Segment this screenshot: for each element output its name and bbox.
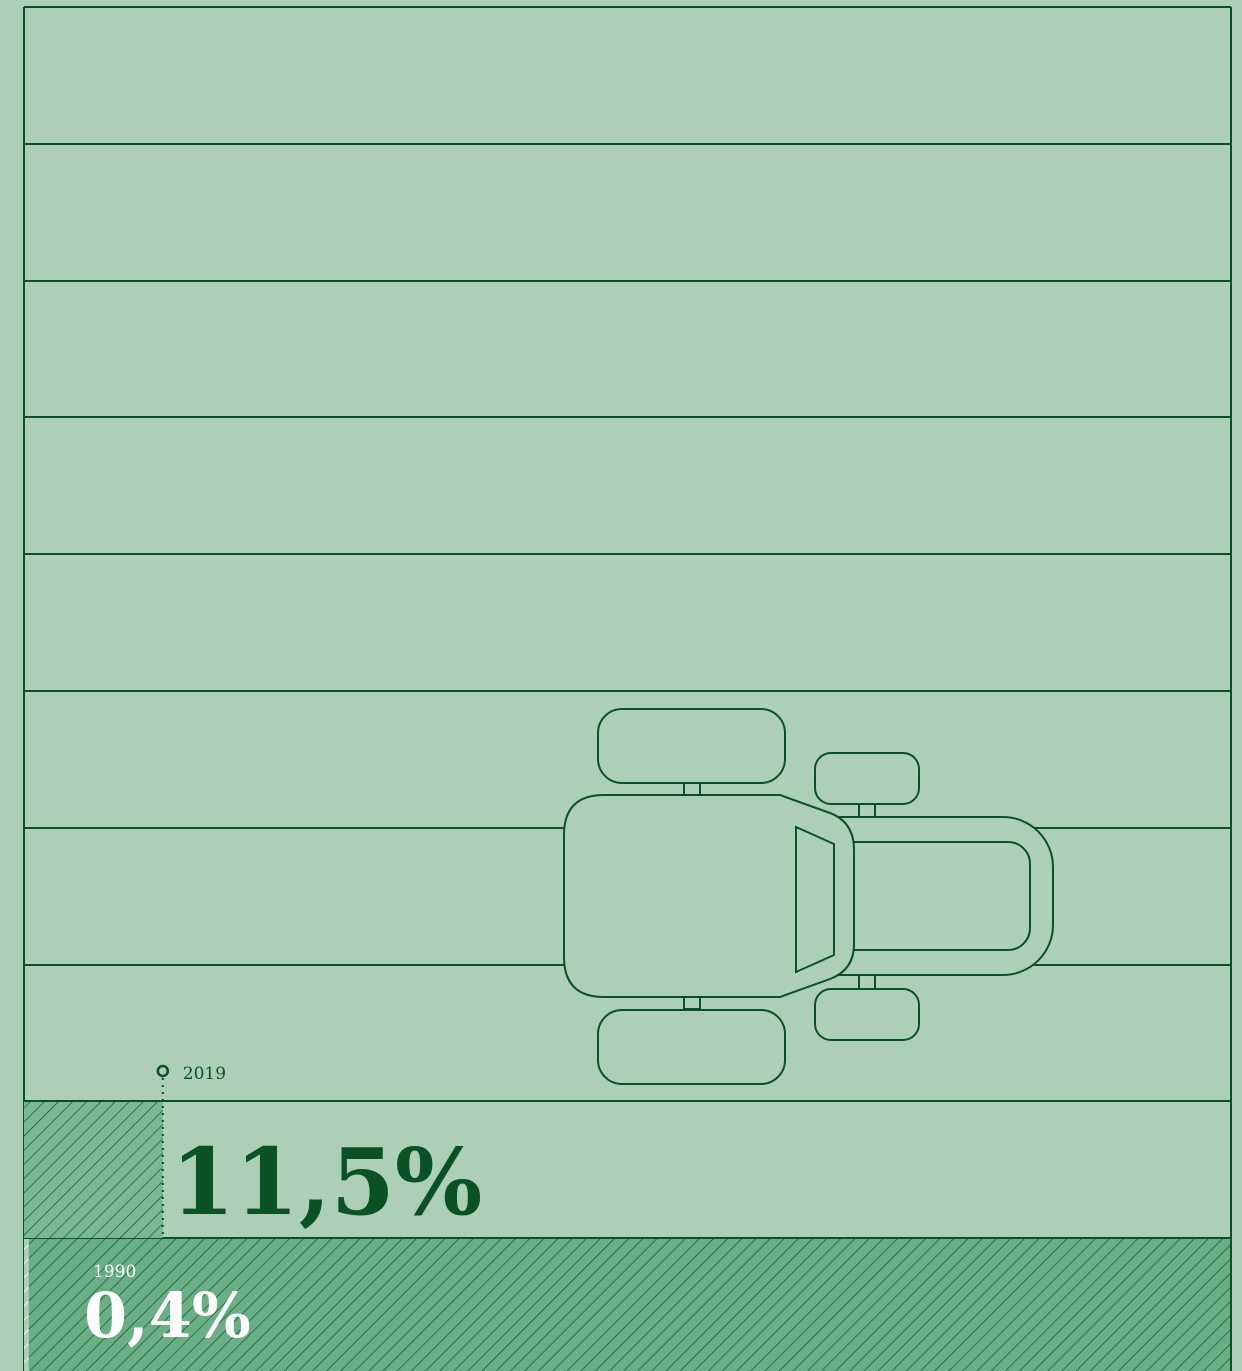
- year-label: 2019: [183, 1064, 226, 1084]
- bottom-row-fill: [24, 1238, 1231, 1371]
- year-label: 1990: [93, 1262, 136, 1282]
- marker-dot: [156, 1064, 170, 1078]
- bar: [24, 1102, 163, 1238]
- value-label: 0,4%: [84, 1279, 251, 1352]
- tractor-icon: [563, 708, 1054, 1085]
- bar: [24, 1239, 29, 1371]
- value-label: 11,5%: [171, 1128, 483, 1236]
